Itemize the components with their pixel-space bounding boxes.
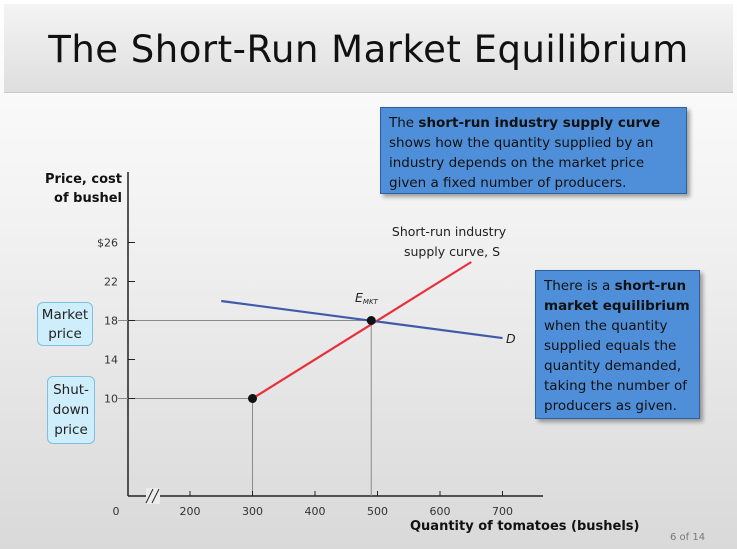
x-tick-label: 500 bbox=[367, 505, 388, 518]
equilibrium-callout-bold: short-run market equilibrium bbox=[544, 278, 690, 314]
chart-ticks: 0 200 300 400 500 600 700 $26 22 18 14 10 bbox=[97, 237, 513, 519]
chart-axes bbox=[127, 172, 543, 504]
y-tick-label: 18 bbox=[104, 315, 118, 328]
chart-points bbox=[248, 316, 376, 403]
supply-callout-pre: The bbox=[389, 115, 419, 131]
shutdown-point bbox=[248, 394, 257, 403]
equilibrium-callout-post: when the quantity supplied equals the qu… bbox=[544, 318, 687, 414]
supply-curve bbox=[251, 261, 472, 400]
demand-curve bbox=[221, 299, 503, 340]
market-price-tag: Market price bbox=[37, 302, 93, 346]
supply-label-line2: supply curve, S bbox=[404, 244, 500, 259]
page-title: The Short-Run Market Equilibrium bbox=[48, 28, 689, 71]
y-tick-label: 22 bbox=[104, 276, 118, 289]
x-axis-break bbox=[145, 488, 160, 504]
shutdown-price-tag: Shut-down price bbox=[47, 376, 95, 444]
x-axis-label: Quantity of tomatoes (bushels) bbox=[410, 519, 640, 534]
chart-annotations: Short-run industry supply curve, S D EMK… bbox=[355, 224, 516, 346]
equilibrium-callout: There is a short-run market equilibrium … bbox=[535, 270, 700, 419]
chart-guides bbox=[118, 320, 372, 496]
supply-callout-post: shows how the quantity supplied by an in… bbox=[389, 135, 654, 191]
equilibrium-callout-pre: There is a bbox=[544, 278, 615, 294]
page-number: 6 of 14 bbox=[670, 532, 706, 543]
x-tick-label: 0 bbox=[113, 505, 120, 518]
x-tick-label: 300 bbox=[242, 505, 263, 518]
y-tick-label: 14 bbox=[104, 354, 118, 367]
title-band: The Short-Run Market Equilibrium bbox=[4, 4, 733, 93]
demand-label: D bbox=[506, 331, 516, 346]
x-tick-label: 700 bbox=[492, 505, 513, 518]
x-tick-label: 600 bbox=[430, 505, 451, 518]
chart-series bbox=[221, 261, 503, 400]
x-tick-label: 400 bbox=[305, 505, 326, 518]
x-tick-label: 200 bbox=[180, 505, 201, 518]
equilibrium-point bbox=[366, 316, 376, 325]
equilibrium-label: EMKT bbox=[355, 290, 379, 306]
supply-label-line1: Short-run industry bbox=[392, 224, 507, 239]
supply-curve-callout: The short-run industry supply curve show… bbox=[380, 107, 687, 194]
y-tick-label: $26 bbox=[97, 237, 118, 250]
y-tick-label: 10 bbox=[104, 393, 118, 406]
supply-callout-bold: short-run industry supply curve bbox=[418, 115, 661, 131]
y-axis-label: Price, cost of bushel bbox=[45, 172, 122, 206]
